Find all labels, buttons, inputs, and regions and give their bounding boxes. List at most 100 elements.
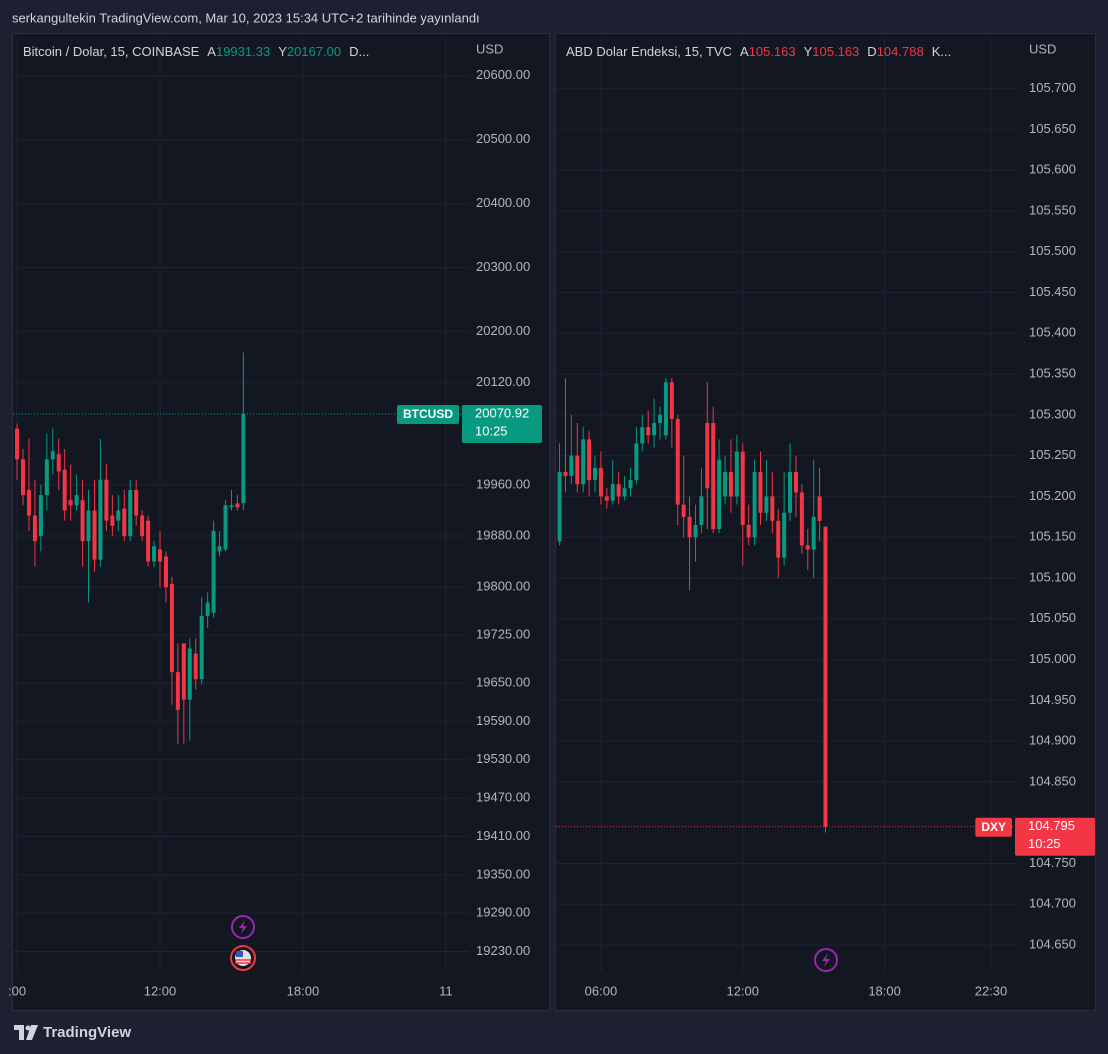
x-tick-label: 06:00 xyxy=(585,983,618,998)
candle-body xyxy=(140,515,145,537)
legend-label: Y xyxy=(804,44,813,59)
y-tick-label: 19230.00 xyxy=(476,943,530,958)
candle-body xyxy=(175,672,180,710)
y-tick-label: 105.250 xyxy=(1029,447,1076,462)
candle-body xyxy=(68,500,73,506)
candle-body xyxy=(734,451,739,497)
candle-body xyxy=(104,479,109,521)
candle-body xyxy=(187,648,192,700)
candle-body xyxy=(776,520,781,558)
legend-label: A xyxy=(207,44,216,59)
y-tick-label: 19725.00 xyxy=(476,627,530,642)
y-tick-label: 105.450 xyxy=(1029,284,1076,299)
candle-body xyxy=(98,479,103,560)
y-tick-label: 104.850 xyxy=(1029,773,1076,788)
x-tick-label: 18:00 xyxy=(868,983,901,998)
price-tag-countdown: 10:25 xyxy=(475,423,508,438)
y-tick-label: 104.700 xyxy=(1029,896,1076,911)
candle-body xyxy=(782,512,787,558)
y-tick-label: 20500.00 xyxy=(476,131,530,146)
candle-body xyxy=(652,423,657,436)
candle-body xyxy=(199,615,204,680)
candle-body xyxy=(15,428,20,460)
candle-body xyxy=(728,471,733,497)
candle-body xyxy=(163,556,168,588)
candle-body xyxy=(563,471,568,477)
legend-label: Y xyxy=(278,44,287,59)
y-tick-label: 105.100 xyxy=(1029,569,1076,584)
candle-body xyxy=(44,459,49,496)
candle-body xyxy=(587,439,592,481)
candle-body xyxy=(152,546,157,562)
candle-body xyxy=(557,471,562,542)
x-tick-label: 18:00 xyxy=(287,983,320,998)
candle-body xyxy=(80,500,85,542)
legend-value: 20167.00 xyxy=(287,44,341,59)
candle-body xyxy=(21,459,26,496)
candle-body xyxy=(687,516,692,538)
candle-body xyxy=(593,467,598,481)
candle-body xyxy=(575,455,580,485)
legend-value: 105.163 xyxy=(812,44,859,59)
axis-unit: USD xyxy=(476,41,503,56)
y-tick-label: 19960.00 xyxy=(476,476,530,491)
candle-body xyxy=(116,510,121,521)
candle-body xyxy=(211,530,216,613)
y-tick-label: 19470.00 xyxy=(476,790,530,805)
candle-body xyxy=(26,489,31,516)
legend-title: Bitcoin / Dolar, 15, COINBASE xyxy=(23,44,200,59)
y-tick-label: 20200.00 xyxy=(476,323,530,338)
candle-body xyxy=(223,505,228,550)
price-tag-value: 104.795 xyxy=(1028,818,1075,833)
candle-body xyxy=(817,496,822,521)
y-tick-label: 104.950 xyxy=(1029,692,1076,707)
legend-value: 19931.33 xyxy=(216,44,270,59)
y-tick-label: 105.600 xyxy=(1029,162,1076,177)
x-tick-label: :00 xyxy=(8,983,26,998)
legend-label: A xyxy=(740,44,749,59)
x-tick-label: 12:00 xyxy=(726,983,759,998)
candle-body xyxy=(752,471,757,538)
candle-body xyxy=(205,602,210,616)
candle-body xyxy=(235,503,240,508)
y-tick-label: 19350.00 xyxy=(476,866,530,881)
price-tag xyxy=(462,404,542,443)
candle-body xyxy=(134,489,139,516)
candle-body xyxy=(128,489,133,537)
y-tick-label: 19650.00 xyxy=(476,674,530,689)
event-icon[interactable] xyxy=(230,945,256,971)
y-tick-label: 20600.00 xyxy=(476,67,530,82)
candle-body xyxy=(217,546,222,552)
candle-body xyxy=(646,427,651,436)
brand-name: TradingView xyxy=(43,1024,131,1041)
candle-body xyxy=(169,583,174,673)
price-tag-countdown: 10:25 xyxy=(1028,836,1061,851)
brand-logo xyxy=(14,1025,38,1040)
candle-body xyxy=(663,382,668,436)
candle-body xyxy=(640,427,645,444)
candle-body xyxy=(681,504,686,517)
candle-body xyxy=(740,451,745,525)
candle-body xyxy=(50,450,55,460)
legend-label: D xyxy=(867,44,876,59)
legend-value: 105.163 xyxy=(749,44,796,59)
legend-value: 104.788 xyxy=(877,44,924,59)
y-tick-label: 20400.00 xyxy=(476,195,530,210)
event-icon[interactable] xyxy=(814,948,838,972)
candle-body xyxy=(634,443,639,481)
x-tick-label: 22:30 xyxy=(975,983,1008,998)
candle-body xyxy=(622,488,627,497)
event-icon[interactable] xyxy=(231,915,255,939)
x-tick-label: 11 xyxy=(439,983,453,998)
y-tick-label: 105.150 xyxy=(1029,529,1076,544)
legend-label: D... xyxy=(349,44,369,59)
symbol-tag xyxy=(397,404,459,424)
legend-title: ABD Dolar Endeksi, 15, TVC xyxy=(566,44,732,59)
candle-body xyxy=(705,423,710,489)
y-tick-label: 20300.00 xyxy=(476,259,530,274)
y-tick-label: 19590.00 xyxy=(476,713,530,728)
y-tick-label: 19530.00 xyxy=(476,751,530,766)
symbol-tag xyxy=(975,817,1012,837)
y-tick-label: 105.700 xyxy=(1029,80,1076,95)
